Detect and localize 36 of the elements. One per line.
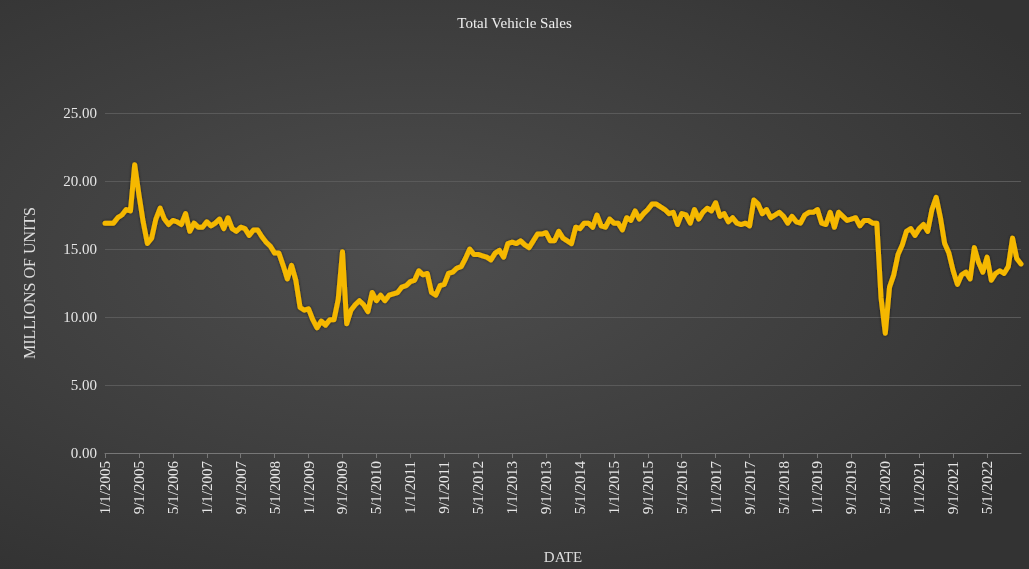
x-tick-label: 9/1/2021 xyxy=(945,461,962,515)
x-tick-label: 5/1/2014 xyxy=(571,460,588,515)
x-tick-label: 1/1/2005 xyxy=(97,461,113,515)
chart-title: Total Vehicle Sales xyxy=(457,14,572,31)
x-tick-label: 1/1/2015 xyxy=(605,461,622,515)
x-tick-label: 1/1/2013 xyxy=(504,461,521,515)
y-tick-label: 10.00 xyxy=(63,309,97,325)
x-tick-label: 9/1/2011 xyxy=(436,461,453,514)
x-tick-label: 5/1/2020 xyxy=(877,461,894,515)
x-tick-label: 5/1/2006 xyxy=(164,460,181,515)
x-tick-label: 5/1/2010 xyxy=(368,461,385,515)
x-tick-label: 5/1/2016 xyxy=(673,460,690,515)
x-tick-label: 5/1/2018 xyxy=(775,461,792,515)
y-tick-label: 0.00 xyxy=(70,445,97,461)
x-tick-label: 9/1/2009 xyxy=(334,461,351,515)
y-tick-label: 15.00 xyxy=(63,241,97,257)
x-tick-label: 1/1/2019 xyxy=(809,461,826,515)
x-tick-label: 9/1/2007 xyxy=(232,460,249,515)
x-tick-label: 5/1/2022 xyxy=(979,461,996,515)
x-tick-label: 9/1/2019 xyxy=(843,461,860,515)
x-tick-label: 9/1/2005 xyxy=(130,461,147,515)
x-tick-label: 1/1/2017 xyxy=(707,460,724,515)
x-tick-label: 5/1/2008 xyxy=(266,461,283,515)
x-axis-title: DATE xyxy=(543,548,583,565)
x-tick-label: 1/1/2009 xyxy=(300,461,317,515)
x-tick-label: 1/1/2007 xyxy=(198,460,215,515)
y-tick-label: 5.00 xyxy=(70,377,97,393)
x-tick-label: 9/1/2017 xyxy=(741,460,758,515)
y-tick-label: 20.00 xyxy=(63,173,97,189)
x-tick-label: 9/1/2015 xyxy=(639,461,656,515)
y-axis-title: MILLIONS OF UNITS xyxy=(20,207,38,359)
x-tick-label: 1/1/2021 xyxy=(911,461,928,515)
x-tick-label: 9/1/2013 xyxy=(538,461,555,515)
y-tick-label: 25.00 xyxy=(63,105,97,121)
x-tick-label: 1/1/2011 xyxy=(402,461,419,514)
x-tick-label: 5/1/2012 xyxy=(470,461,487,515)
